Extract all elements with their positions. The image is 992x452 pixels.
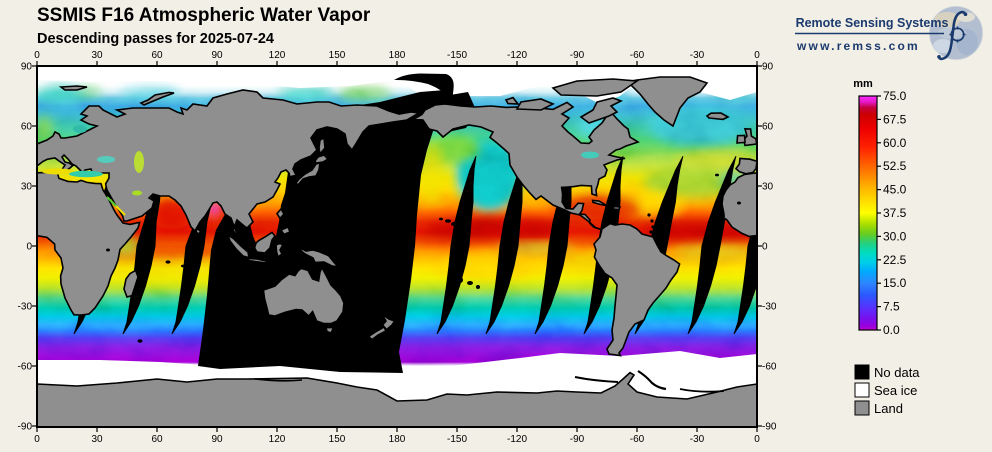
- svg-text:90: 90: [21, 62, 33, 73]
- svg-text:0: 0: [34, 434, 40, 445]
- svg-text:90: 90: [211, 434, 223, 445]
- svg-text:-60: -60: [630, 50, 645, 61]
- svg-text:120: 120: [269, 50, 286, 61]
- svg-text:-30: -30: [690, 434, 705, 445]
- svg-text:90: 90: [211, 50, 223, 61]
- svg-text:150: 150: [329, 434, 346, 445]
- svg-text:-150: -150: [447, 50, 467, 61]
- svg-text:37.5: 37.5: [883, 206, 907, 220]
- svg-text:75.0: 75.0: [883, 89, 907, 103]
- svg-text:www.remss.com: www.remss.com: [796, 39, 920, 53]
- svg-text:-120: -120: [507, 50, 527, 61]
- svg-text:15.0: 15.0: [883, 276, 907, 290]
- svg-text:-90: -90: [762, 422, 777, 433]
- svg-text:-150: -150: [447, 434, 467, 445]
- svg-text:120: 120: [269, 434, 286, 445]
- svg-text:-120: -120: [507, 434, 527, 445]
- svg-text:-90: -90: [18, 422, 33, 433]
- svg-text:-30: -30: [18, 302, 33, 313]
- svg-text:60: 60: [151, 434, 163, 445]
- svg-text:-90: -90: [570, 434, 585, 445]
- svg-text:-60: -60: [762, 362, 777, 373]
- svg-text:22.5: 22.5: [883, 253, 907, 267]
- svg-text:No data: No data: [874, 365, 920, 380]
- svg-text:60: 60: [151, 50, 163, 61]
- svg-text:45.0: 45.0: [883, 183, 907, 197]
- svg-text:60: 60: [21, 122, 33, 133]
- svg-text:52.5: 52.5: [883, 159, 907, 173]
- svg-text:Remote Sensing Systems: Remote Sensing Systems: [796, 16, 949, 30]
- svg-text:0: 0: [754, 50, 760, 61]
- svg-text:67.5: 67.5: [883, 112, 907, 126]
- svg-text:0: 0: [26, 242, 32, 253]
- svg-text:60.0: 60.0: [883, 136, 907, 150]
- svg-text:-30: -30: [762, 302, 777, 313]
- svg-text:180: 180: [389, 434, 406, 445]
- svg-text:0.0: 0.0: [883, 323, 900, 337]
- svg-text:0: 0: [34, 50, 40, 61]
- svg-text:30: 30: [21, 182, 33, 193]
- svg-text:7.5: 7.5: [883, 300, 900, 314]
- svg-text:-60: -60: [630, 434, 645, 445]
- svg-text:Descending passes for 2025-07-: Descending passes for 2025-07-24: [37, 31, 274, 47]
- svg-text:Land: Land: [874, 401, 903, 416]
- svg-text:-60: -60: [18, 362, 33, 373]
- svg-text:150: 150: [329, 50, 346, 61]
- svg-text:-30: -30: [690, 50, 705, 61]
- svg-text:30.0: 30.0: [883, 229, 907, 243]
- svg-text:90: 90: [762, 62, 774, 73]
- svg-text:30: 30: [762, 182, 774, 193]
- svg-text:30: 30: [91, 434, 103, 445]
- svg-text:180: 180: [389, 50, 406, 61]
- svg-text:mm: mm: [853, 78, 873, 90]
- svg-text:0: 0: [754, 434, 760, 445]
- svg-text:Sea ice: Sea ice: [874, 383, 917, 398]
- svg-text:60: 60: [762, 122, 774, 133]
- svg-text:SSMIS F16 Atmospheric Water Va: SSMIS F16 Atmospheric Water Vapor: [37, 5, 371, 26]
- svg-text:-90: -90: [570, 50, 585, 61]
- svg-text:0: 0: [762, 242, 768, 253]
- svg-text:30: 30: [91, 50, 103, 61]
